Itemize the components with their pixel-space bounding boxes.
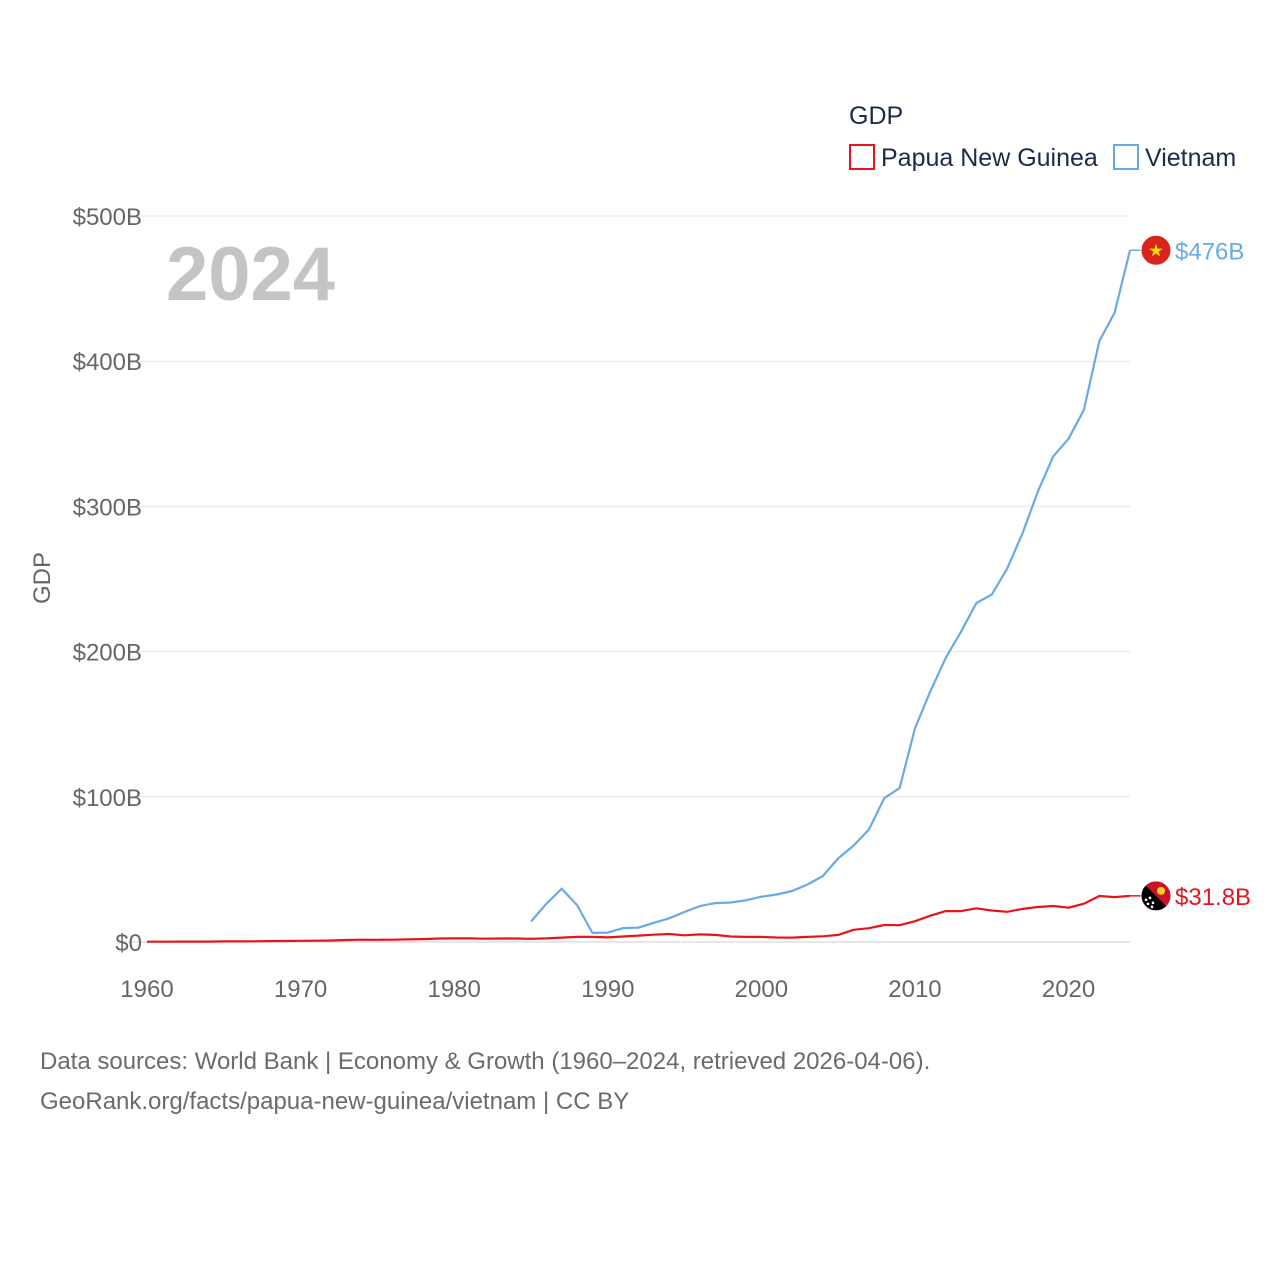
footer: Data sources: World Bank | Economy & Gro… [40,1042,930,1122]
x-tick-label: 2010 [888,976,941,1003]
x-tick-label: 1960 [120,976,173,1003]
y-axis-label: GDP [29,552,56,604]
y-tick-label: $300B [73,494,142,521]
legend-label-vietnam: Vietnam [1145,144,1236,172]
x-tick-label: 2020 [1042,976,1095,1003]
gridlines [128,215,1130,943]
papua-new-guinea-flag-icon [1140,880,1172,912]
y-tick-label: $400B [73,349,142,376]
x-tick-label: 1980 [427,976,480,1003]
y-tick-label: $200B [73,640,142,667]
legend-item-papua-new-guinea[interactable]: Papua New Guinea [849,144,1098,172]
x-tick-label: 2000 [735,976,788,1003]
x-axis-ticks: 1960 1970 1980 1990 2000 2010 2020 [120,976,1095,1003]
series-lines [147,250,1132,943]
vietnam-flag-icon [1140,234,1172,266]
series-end-markers: $31.8B $476B [1130,234,1251,912]
y-axis-ticks: $0 $100B $200B $300B $400B $500B [73,204,142,957]
footer-sources: Data sources: World Bank | Economy & Gro… [40,1048,931,1075]
y-tick-label: $0 [115,930,142,957]
legend: GDP Papua New Guinea Vietnam [849,102,1236,172]
end-value-label-vietnam: $476B [1175,238,1244,265]
legend-swatch-vietnam [1113,144,1139,170]
legend-label-papua-new-guinea: Papua New Guinea [881,144,1098,172]
legend-swatch-papua-new-guinea [849,144,875,170]
y-tick-label: $500B [73,204,142,231]
end-value-label-papua-new-guinea: $31.8B [1175,884,1251,911]
footer-url[interactable]: GeoRank.org/facts/papua-new-guinea/vietn… [40,1088,630,1115]
year-label: 2024 [166,232,335,317]
x-tick-label: 1970 [274,976,327,1003]
legend-item-vietnam[interactable]: Vietnam [1113,144,1236,172]
legend-title: GDP [849,102,903,130]
y-tick-label: $100B [73,785,142,812]
series-line-vietnam [530,250,1132,934]
series-line-papua-new-guinea [147,894,1131,943]
x-tick-label: 1990 [581,976,634,1003]
